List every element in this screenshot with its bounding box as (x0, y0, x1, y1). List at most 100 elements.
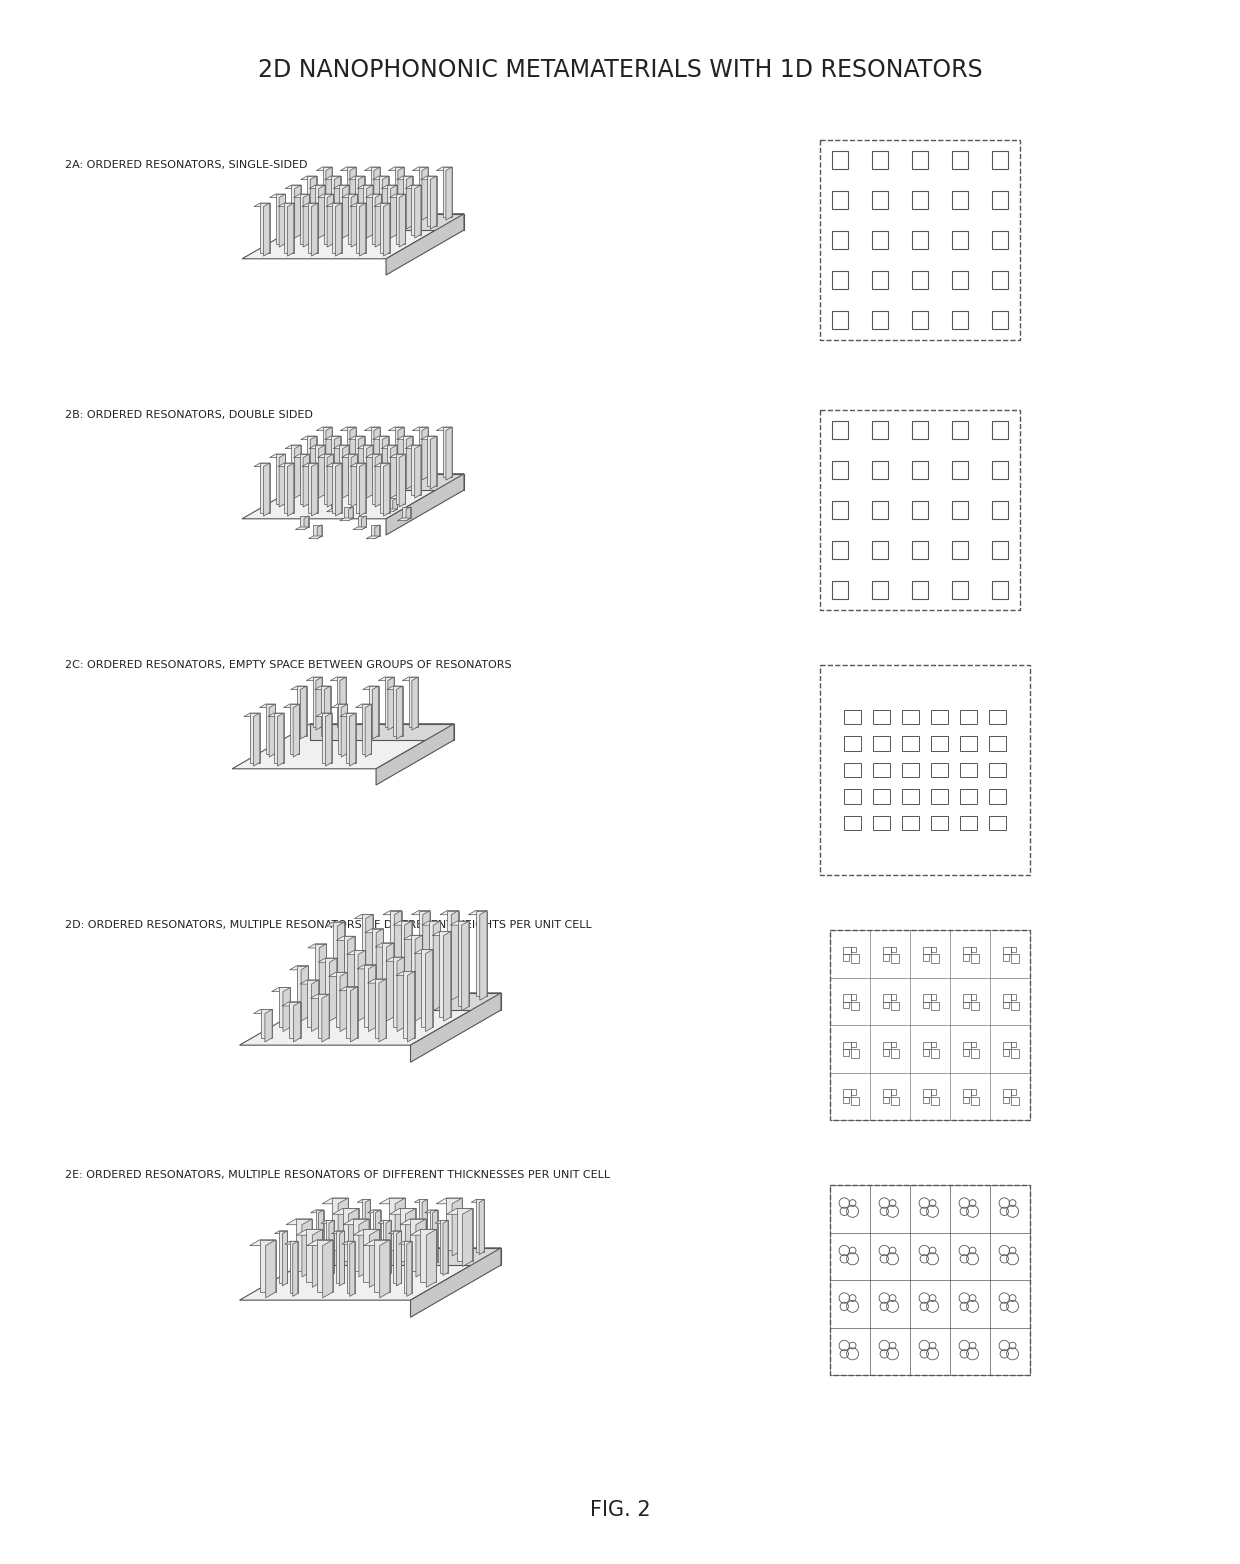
Polygon shape (300, 981, 319, 984)
Polygon shape (290, 965, 309, 970)
Polygon shape (242, 214, 464, 258)
Polygon shape (315, 185, 325, 235)
Polygon shape (278, 713, 284, 766)
Polygon shape (420, 436, 436, 439)
Polygon shape (419, 910, 430, 996)
Polygon shape (415, 1218, 427, 1276)
Polygon shape (396, 1198, 405, 1256)
Polygon shape (378, 1220, 391, 1223)
Polygon shape (356, 463, 366, 513)
Polygon shape (324, 194, 334, 244)
Polygon shape (304, 516, 309, 530)
Polygon shape (260, 1009, 272, 1038)
Polygon shape (309, 463, 317, 513)
Polygon shape (404, 935, 423, 940)
Polygon shape (373, 1211, 381, 1262)
Text: 2C: ORDERED RESONATORS, EMPTY SPACE BETWEEN GROUPS OF RESONATORS: 2C: ORDERED RESONATORS, EMPTY SPACE BETW… (64, 660, 512, 669)
Polygon shape (324, 454, 334, 504)
Polygon shape (389, 1198, 405, 1250)
Polygon shape (342, 1242, 355, 1243)
Polygon shape (430, 177, 436, 228)
Polygon shape (331, 1231, 345, 1234)
Polygon shape (379, 177, 388, 225)
Polygon shape (412, 167, 428, 170)
Polygon shape (379, 1198, 405, 1204)
Polygon shape (334, 185, 348, 189)
Polygon shape (306, 677, 322, 680)
Polygon shape (326, 1220, 334, 1273)
Polygon shape (300, 454, 309, 504)
Polygon shape (301, 1218, 312, 1276)
Polygon shape (253, 1009, 272, 1013)
Polygon shape (331, 497, 340, 508)
Polygon shape (296, 1218, 312, 1272)
Polygon shape (319, 185, 325, 238)
Polygon shape (332, 1198, 348, 1250)
Polygon shape (456, 1209, 472, 1261)
Polygon shape (294, 454, 309, 458)
Polygon shape (268, 713, 284, 716)
Polygon shape (373, 177, 388, 180)
Polygon shape (332, 1209, 358, 1214)
Polygon shape (301, 203, 317, 206)
Polygon shape (322, 167, 332, 216)
Polygon shape (381, 203, 389, 252)
Polygon shape (379, 979, 386, 1042)
Polygon shape (374, 524, 379, 538)
Polygon shape (405, 446, 420, 449)
Polygon shape (398, 167, 404, 221)
Polygon shape (331, 704, 347, 707)
Polygon shape (350, 1242, 355, 1297)
Polygon shape (414, 1200, 428, 1203)
Polygon shape (260, 1240, 275, 1292)
Polygon shape (310, 436, 316, 490)
Text: 2A: ORDERED RESONATORS, SINGLE-SIDED: 2A: ORDERED RESONATORS, SINGLE-SIDED (64, 160, 308, 170)
Polygon shape (310, 724, 454, 740)
Polygon shape (301, 965, 309, 1021)
Polygon shape (315, 446, 325, 494)
Polygon shape (433, 932, 451, 935)
Polygon shape (356, 203, 366, 252)
Polygon shape (453, 1198, 463, 1256)
Polygon shape (249, 1240, 275, 1245)
Polygon shape (362, 687, 378, 690)
Polygon shape (440, 910, 459, 915)
Polygon shape (351, 194, 357, 247)
Polygon shape (399, 1242, 412, 1243)
Polygon shape (339, 1198, 348, 1256)
Polygon shape (303, 454, 309, 507)
Polygon shape (363, 446, 373, 494)
Polygon shape (306, 1240, 332, 1245)
Polygon shape (358, 177, 365, 228)
Polygon shape (471, 1200, 485, 1203)
Polygon shape (403, 971, 414, 1038)
Polygon shape (285, 185, 301, 189)
Polygon shape (296, 687, 306, 735)
Polygon shape (451, 910, 459, 1001)
Polygon shape (410, 1218, 427, 1272)
Polygon shape (295, 446, 301, 497)
Polygon shape (376, 943, 394, 948)
Polygon shape (269, 704, 275, 757)
Text: 2E: ORDERED RESONATORS, MULTIPLE RESONATORS OF DIFFERENT THICKNESSES PER UNIT CE: 2E: ORDERED RESONATORS, MULTIPLE RESONAT… (64, 1170, 610, 1179)
Polygon shape (308, 177, 316, 225)
Polygon shape (363, 185, 373, 235)
Polygon shape (427, 177, 436, 225)
Polygon shape (330, 677, 346, 680)
Polygon shape (365, 965, 376, 1028)
Polygon shape (365, 1200, 371, 1254)
Polygon shape (335, 177, 341, 228)
Polygon shape (458, 921, 469, 1007)
Polygon shape (348, 177, 365, 180)
Polygon shape (259, 704, 275, 707)
Text: 2D: ORDERED RESONATORS, MULTIPLE RESONATORS OF DIFFRERENT HEIGHTS PER UNIT CELL: 2D: ORDERED RESONATORS, MULTIPLE RESONAT… (64, 920, 591, 931)
Polygon shape (293, 704, 299, 757)
Polygon shape (300, 177, 316, 180)
Polygon shape (309, 185, 325, 189)
Polygon shape (376, 1211, 381, 1265)
Polygon shape (312, 1229, 322, 1287)
Polygon shape (274, 713, 284, 763)
Polygon shape (279, 1231, 288, 1282)
Polygon shape (383, 203, 389, 256)
Polygon shape (350, 203, 366, 206)
